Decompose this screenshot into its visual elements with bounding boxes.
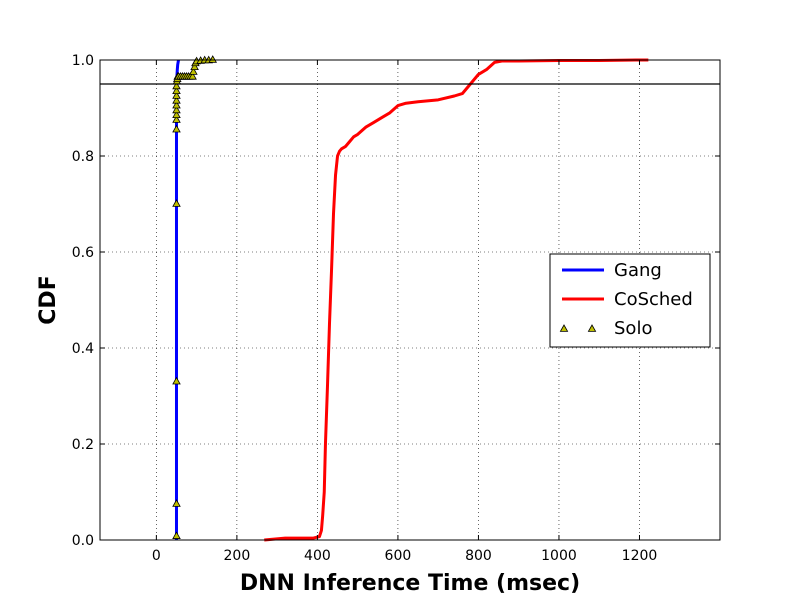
x-axis-title: DNN Inference Time (msec) [240,571,580,596]
legend-label-gang: Gang [614,260,662,281]
series-solo-marker [172,376,181,385]
x-tick-label: 800 [465,548,492,564]
x-tick-label: 200 [224,548,251,564]
series-solo-marker [172,199,181,207]
x-tick-label: 600 [385,548,412,564]
legend-swatch-solo [587,324,597,332]
legend-label-cosched: CoSched [614,289,693,310]
legend-label-solo: Solo [614,318,652,339]
series-solo-marker [172,499,181,507]
series-layer [172,55,649,542]
y-tick-label: 0.8 [72,149,94,165]
y-axis-title: CDF [36,275,61,324]
series-solo-marker [188,71,197,80]
series-solo-marker [172,95,181,104]
series-solo-marker [172,81,181,90]
legend: Gang CoSched Solo [549,253,711,348]
series-cosched-line [264,58,649,542]
series-solo-marker [172,91,181,99]
x-tick-label: 1200 [622,548,658,564]
series-solo-marker [172,110,181,118]
series-solo-marker [172,86,181,94]
x-tick-label: 0 [152,548,161,564]
series-solo-marker [172,124,181,133]
series-solo-marker [190,62,199,70]
y-tick-label: 0.6 [72,245,94,261]
y-tick-label: 0.4 [72,341,94,357]
series-solo-marker [208,55,218,63]
series-solo-marker [172,115,181,123]
x-tick-label: 1000 [541,548,577,564]
legend-swatch-solo [559,324,569,332]
y-tick-label: 1.0 [72,53,94,69]
plot-frame [99,59,721,541]
x-tick-label: 400 [304,548,331,564]
axis-ticks: 0 200 400 600 800 1000 1200 0.0 0.2 0.4 0.6 0.8 1.0 [72,53,720,564]
series-solo-marker [189,67,198,75]
series-solo-marker [172,100,181,109]
y-tick-label: 0.0 [72,533,94,549]
y-tick-label: 0.2 [72,437,94,453]
series-solo-marker [172,531,181,539]
series-solo-marker [172,105,181,114]
